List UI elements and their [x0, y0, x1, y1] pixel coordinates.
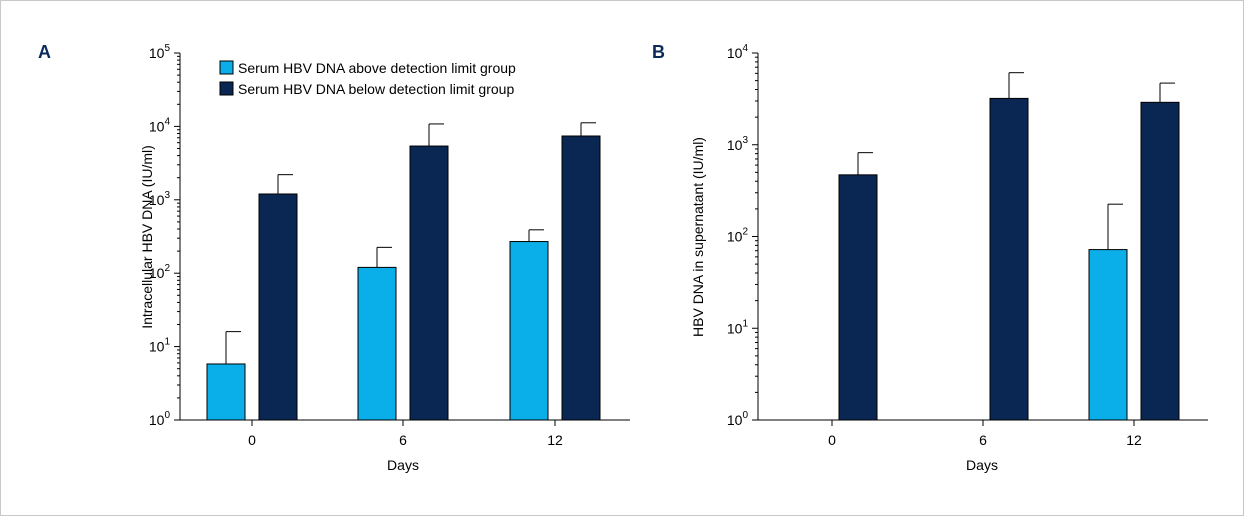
x-tick-label-12: 12: [1126, 432, 1142, 448]
y-tick-label: 102: [727, 227, 749, 245]
x-tick-label-12: 12: [547, 432, 563, 448]
y-tick-label: 104: [149, 116, 171, 134]
bar-panel-a-series1-day0: [206, 363, 246, 421]
panel-a-plot: 100 101 102 103 104 105 0 6 12: [149, 43, 630, 448]
legend: Serum HBV DNA above detection limit grou…: [219, 60, 516, 97]
x-tick-label-6: 6: [399, 432, 407, 448]
legend-label-below: Serum HBV DNA below detection limit grou…: [238, 81, 514, 97]
panel-a-ylabel: Intracellular HBV DNA (IU/ml): [139, 145, 155, 329]
bar-panel-a-series2-day12: [561, 135, 601, 421]
bar-panel-b-series2-day12: [1140, 101, 1180, 421]
legend-swatch-below: [219, 81, 234, 96]
y-tick-label: 101: [727, 318, 749, 336]
bar-panel-a-series1-day12: [509, 241, 549, 421]
y-tick-label: 103: [727, 135, 749, 153]
panel-b-xlabel: Days: [966, 457, 998, 473]
x-tick-label-6: 6: [979, 432, 987, 448]
bar-panel-b-series1-day12: [1088, 249, 1128, 421]
panel-b-plot: 100 101 102 103 104 0 6 12: [727, 43, 1208, 448]
panel-b-ylabel: HBV DNA in supernatant (IU/ml): [690, 137, 706, 337]
panel-a-xlabel: Days: [387, 457, 419, 473]
y-tick-label: 101: [149, 337, 171, 355]
bar-panel-a-series2-day0: [258, 193, 298, 421]
panel-a-letter: A: [38, 42, 51, 62]
y-tick-label: 105: [149, 43, 171, 61]
bar-panel-a-series1-day6: [357, 266, 397, 421]
y-tick-label: 103: [149, 190, 171, 208]
x-tick-label-0: 0: [248, 432, 256, 448]
y-tick-label: 100: [727, 410, 749, 428]
y-tick-label: 102: [149, 263, 171, 281]
y-tick-label: 104: [727, 43, 749, 61]
x-tick-label-0: 0: [828, 432, 836, 448]
panel-b-letter: B: [652, 42, 665, 62]
bar-panel-b-series2-day0: [838, 174, 878, 421]
y-tick-label: 100: [149, 410, 171, 428]
legend-swatch-above: [219, 60, 234, 75]
bar-panel-b-series2-day6: [989, 97, 1029, 421]
bar-panel-a-series2-day6: [409, 145, 449, 421]
legend-label-above: Serum HBV DNA above detection limit grou…: [238, 60, 516, 76]
